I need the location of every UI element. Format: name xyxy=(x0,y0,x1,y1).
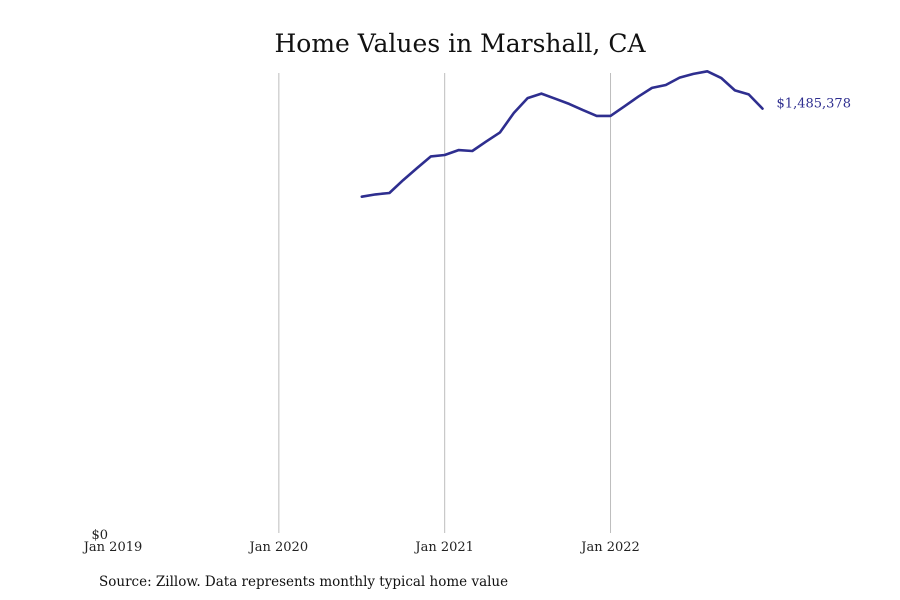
series-line xyxy=(360,70,764,198)
gridlines xyxy=(278,73,612,533)
x-tick-label: Jan 2022 xyxy=(579,540,640,555)
y-tick-label: $0 xyxy=(91,528,108,543)
x-axis-ticks: Jan 2019 Jan 2020 Jan 2021 Jan 2022 xyxy=(82,540,640,555)
source-note: Source: Zillow. Data represents monthly … xyxy=(99,574,508,590)
series-end-label: $1,485,378 xyxy=(777,97,851,112)
x-tick-label: Jan 2021 xyxy=(413,540,474,555)
y-axis-ticks: $0 xyxy=(91,528,108,543)
chart-title: Home Values in Marshall, CA xyxy=(274,29,646,58)
x-tick-label: Jan 2020 xyxy=(248,540,309,555)
x-tick-label: Jan 2019 xyxy=(82,540,143,555)
series-layer: $1,485,378 xyxy=(360,70,851,198)
